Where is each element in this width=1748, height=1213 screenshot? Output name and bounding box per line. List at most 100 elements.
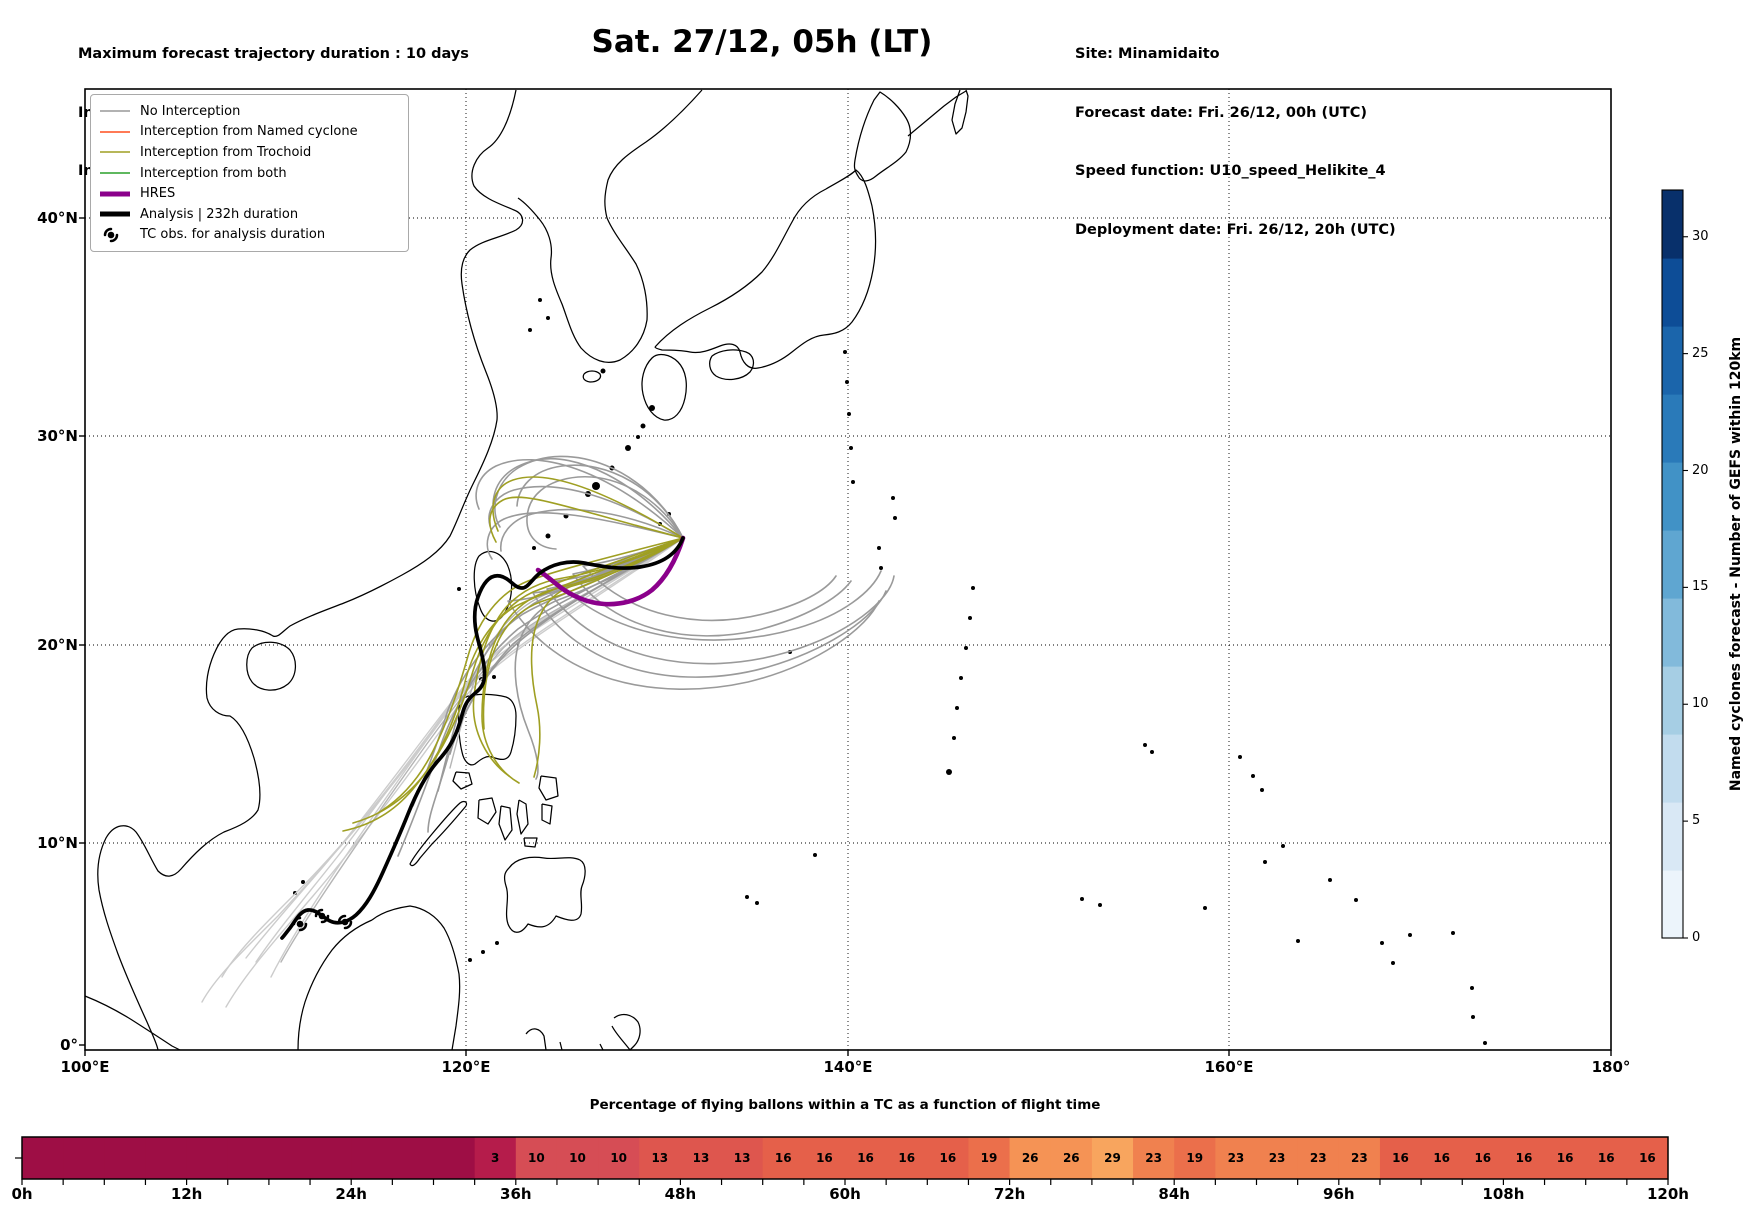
strip-cell <box>474 1137 517 1179</box>
strip-cell <box>1174 1137 1216 1179</box>
island-dot <box>649 405 655 411</box>
coastline-path <box>907 90 967 137</box>
strip-cell <box>351 1137 393 1179</box>
coastline-path <box>523 837 538 848</box>
strip-cell <box>392 1137 434 1179</box>
coastline-path <box>611 1013 641 1051</box>
hres-track <box>535 535 686 607</box>
strip-cell <box>310 1137 352 1179</box>
island-dot <box>964 646 968 650</box>
site-info-block: Site: Minamidaito Forecast date: Fri. 26… <box>1075 6 1396 279</box>
trajectory-no-interception-light <box>449 537 684 769</box>
island-dot <box>971 586 975 590</box>
speed-function-text: Speed function: U10_speed_Helikite_4 <box>1075 163 1386 179</box>
strip-cell-label: 23 <box>1309 1151 1327 1165</box>
tc-symbol-icon <box>314 908 330 924</box>
strip-hour-label: 96h <box>1323 1185 1355 1203</box>
trajectory-no-interception <box>526 476 684 550</box>
island-dot <box>745 895 749 899</box>
colorbar-segment <box>1662 462 1683 531</box>
island-dot <box>1143 743 1147 747</box>
trajectory-no-interception-light <box>245 537 684 959</box>
colorbar-tick-label: 10 <box>1692 696 1709 712</box>
island-dot <box>538 298 542 302</box>
tc-symbol-icon <box>103 227 119 243</box>
island-dot <box>845 380 849 384</box>
strip-cell <box>927 1137 969 1179</box>
island-dot <box>1380 941 1384 945</box>
island-dot <box>955 706 959 710</box>
trajectory-trochoid <box>530 537 684 778</box>
trajectory-trochoid <box>489 496 684 543</box>
island-dot <box>1080 897 1084 901</box>
strip-cell-label: 19 <box>1186 1151 1204 1165</box>
trajectory-trochoid <box>377 537 684 814</box>
strip-cell-label: 13 <box>651 1151 669 1165</box>
legend-item: Analysis | 232h duration <box>98 204 400 225</box>
strip-cell-label: 19 <box>980 1151 998 1165</box>
island-dot <box>1391 961 1395 965</box>
strip-cell-label: 26 <box>1062 1151 1080 1165</box>
strip-cell <box>1215 1137 1257 1179</box>
colorbar-segment <box>1662 802 1683 871</box>
lon-tick-label: 140°E <box>823 1058 873 1076</box>
strip-cell-label: 13 <box>692 1151 710 1165</box>
strip-cell <box>680 1137 723 1179</box>
coastline-path <box>541 803 553 825</box>
coastline-path <box>599 1043 604 1051</box>
legend-item: TC obs. for analysis duration <box>98 225 400 246</box>
legend-line-sample <box>100 211 130 217</box>
strip-cell <box>186 1137 229 1179</box>
lon-tick-label: 160°E <box>1204 1058 1254 1076</box>
trajectory-no-interception-light <box>201 537 684 1003</box>
island-dot <box>1483 1041 1487 1045</box>
coastline-path <box>951 89 969 135</box>
coastline-path <box>498 805 513 841</box>
strip-cell <box>721 1137 764 1179</box>
colorbar-tick-label: 25 <box>1692 345 1709 361</box>
strip-cell <box>227 1137 270 1179</box>
strip-cell <box>1091 1137 1134 1179</box>
strip-hour-label: 12h <box>170 1185 203 1203</box>
site-text: Site: Minamidaito <box>1075 46 1220 62</box>
strip-cell-label: 23 <box>1268 1151 1286 1165</box>
trajectory-trochoid <box>481 537 684 784</box>
strip-cell <box>145 1137 188 1179</box>
lat-tick-label: 40°N <box>37 209 78 227</box>
trajectory-no-interception <box>516 464 684 539</box>
colorbar-tick-label: 30 <box>1692 228 1709 244</box>
legend-item: HRES <box>98 183 400 204</box>
coastline-path <box>853 91 912 182</box>
island-dot <box>879 566 883 570</box>
island-dot <box>640 423 646 429</box>
strip-hour-label: 72h <box>993 1185 1026 1203</box>
strip-hour-label: 36h <box>500 1185 532 1203</box>
strip-cell-label: 16 <box>939 1151 957 1165</box>
strip-cell-label: 16 <box>1556 1151 1574 1165</box>
island-dot <box>457 587 461 591</box>
strip-cell-label: 23 <box>1351 1151 1368 1165</box>
lon-tick-label: 100°E <box>60 1058 110 1076</box>
legend-item-label: No Interception <box>140 103 241 119</box>
island-dot <box>1471 1015 1475 1019</box>
strip-cell <box>1379 1137 1422 1179</box>
lat-tick-label: 30°N <box>37 427 78 445</box>
strip-hour-label: 0h <box>11 1185 33 1203</box>
strip-cell-label: 23 <box>1145 1151 1162 1165</box>
strip-cell-label: 16 <box>1392 1151 1409 1165</box>
legend-item: Interception from Trochoid <box>98 142 400 163</box>
trajectory-trochoid <box>352 537 684 824</box>
strip-cell <box>22 1137 64 1179</box>
strip-cell <box>1297 1137 1340 1179</box>
colorbar-axis-label: Named cyclones forecast - Number of GEFS… <box>1728 336 1744 792</box>
strip-cell <box>1050 1137 1093 1179</box>
island-dot <box>946 769 952 775</box>
island-dot <box>1470 986 1474 990</box>
island-dot <box>1203 906 1207 910</box>
coastline-path <box>477 797 497 825</box>
island-dot <box>813 853 817 857</box>
strip-cell <box>268 1137 311 1179</box>
trajectory-no-interception <box>546 537 895 665</box>
